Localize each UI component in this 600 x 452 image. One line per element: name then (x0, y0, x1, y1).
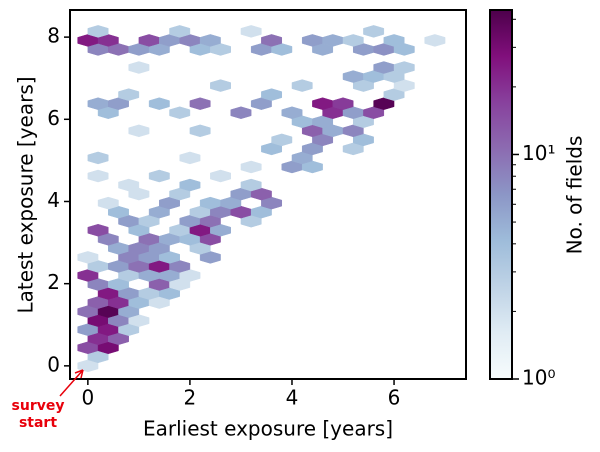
hex-bin (261, 88, 283, 101)
hex-bin (271, 133, 293, 147)
hex-bin (118, 88, 140, 101)
hex-bin (291, 79, 313, 92)
hex-bin (189, 97, 211, 110)
x-tick-label: 2 (184, 386, 197, 410)
hex-bin (240, 25, 262, 38)
y-tick-label: 8 (47, 24, 60, 48)
hex-bin (179, 151, 201, 165)
x-tick-label: 0 (81, 386, 94, 410)
y-tick-label: 4 (47, 188, 60, 212)
hex-bin (240, 178, 262, 192)
hex-bin (342, 34, 364, 47)
hex-bin (261, 34, 283, 47)
colorbar-label: No. of fields (563, 136, 587, 255)
hex-bin (179, 178, 201, 192)
y-tick-label: 0 (47, 352, 60, 376)
hex-bin (393, 61, 415, 74)
y-axis-label: Latest exposure [years] (14, 76, 38, 313)
annotation-arrow (59, 369, 84, 397)
plot-frame (69, 9, 467, 380)
hex-bin (87, 169, 109, 183)
hex-bin (210, 79, 231, 92)
hex-bin (240, 160, 262, 174)
hex-bin (148, 169, 170, 183)
hex-bin (128, 61, 150, 74)
y-tick-label: 6 (47, 106, 60, 130)
hex-bin (87, 151, 109, 165)
x-tick-label: 6 (388, 386, 401, 410)
colorbar (489, 9, 513, 380)
hex-bin (230, 106, 252, 119)
hex-bin (128, 124, 150, 138)
hex-bin (199, 34, 221, 47)
hex-bin (77, 251, 99, 264)
annotation: survey (12, 398, 65, 414)
hex-bin (281, 106, 303, 119)
hex-bin (383, 34, 405, 47)
hex-bin (210, 169, 231, 183)
y-tick-label: 2 (47, 270, 60, 294)
hex-bin (97, 196, 119, 210)
hex-bin (169, 25, 191, 38)
hex-bin (87, 25, 109, 38)
hex-bin (332, 97, 354, 110)
hex-bin (169, 106, 191, 119)
hex-bin (363, 25, 385, 38)
hex-bin (189, 124, 211, 138)
colorbar-tick-label: 10⁰ (522, 366, 555, 390)
annotation-arrowhead (74, 369, 84, 379)
hex-bin (148, 97, 170, 110)
hex-bin (87, 223, 109, 237)
hex-bin (424, 34, 446, 47)
hex-bin (118, 178, 140, 192)
annotation: start (19, 415, 57, 431)
x-axis-label: Earliest exposure [years] (143, 417, 393, 441)
colorbar-tick-label: 10¹ (522, 141, 555, 165)
x-tick-label: 4 (286, 386, 299, 410)
